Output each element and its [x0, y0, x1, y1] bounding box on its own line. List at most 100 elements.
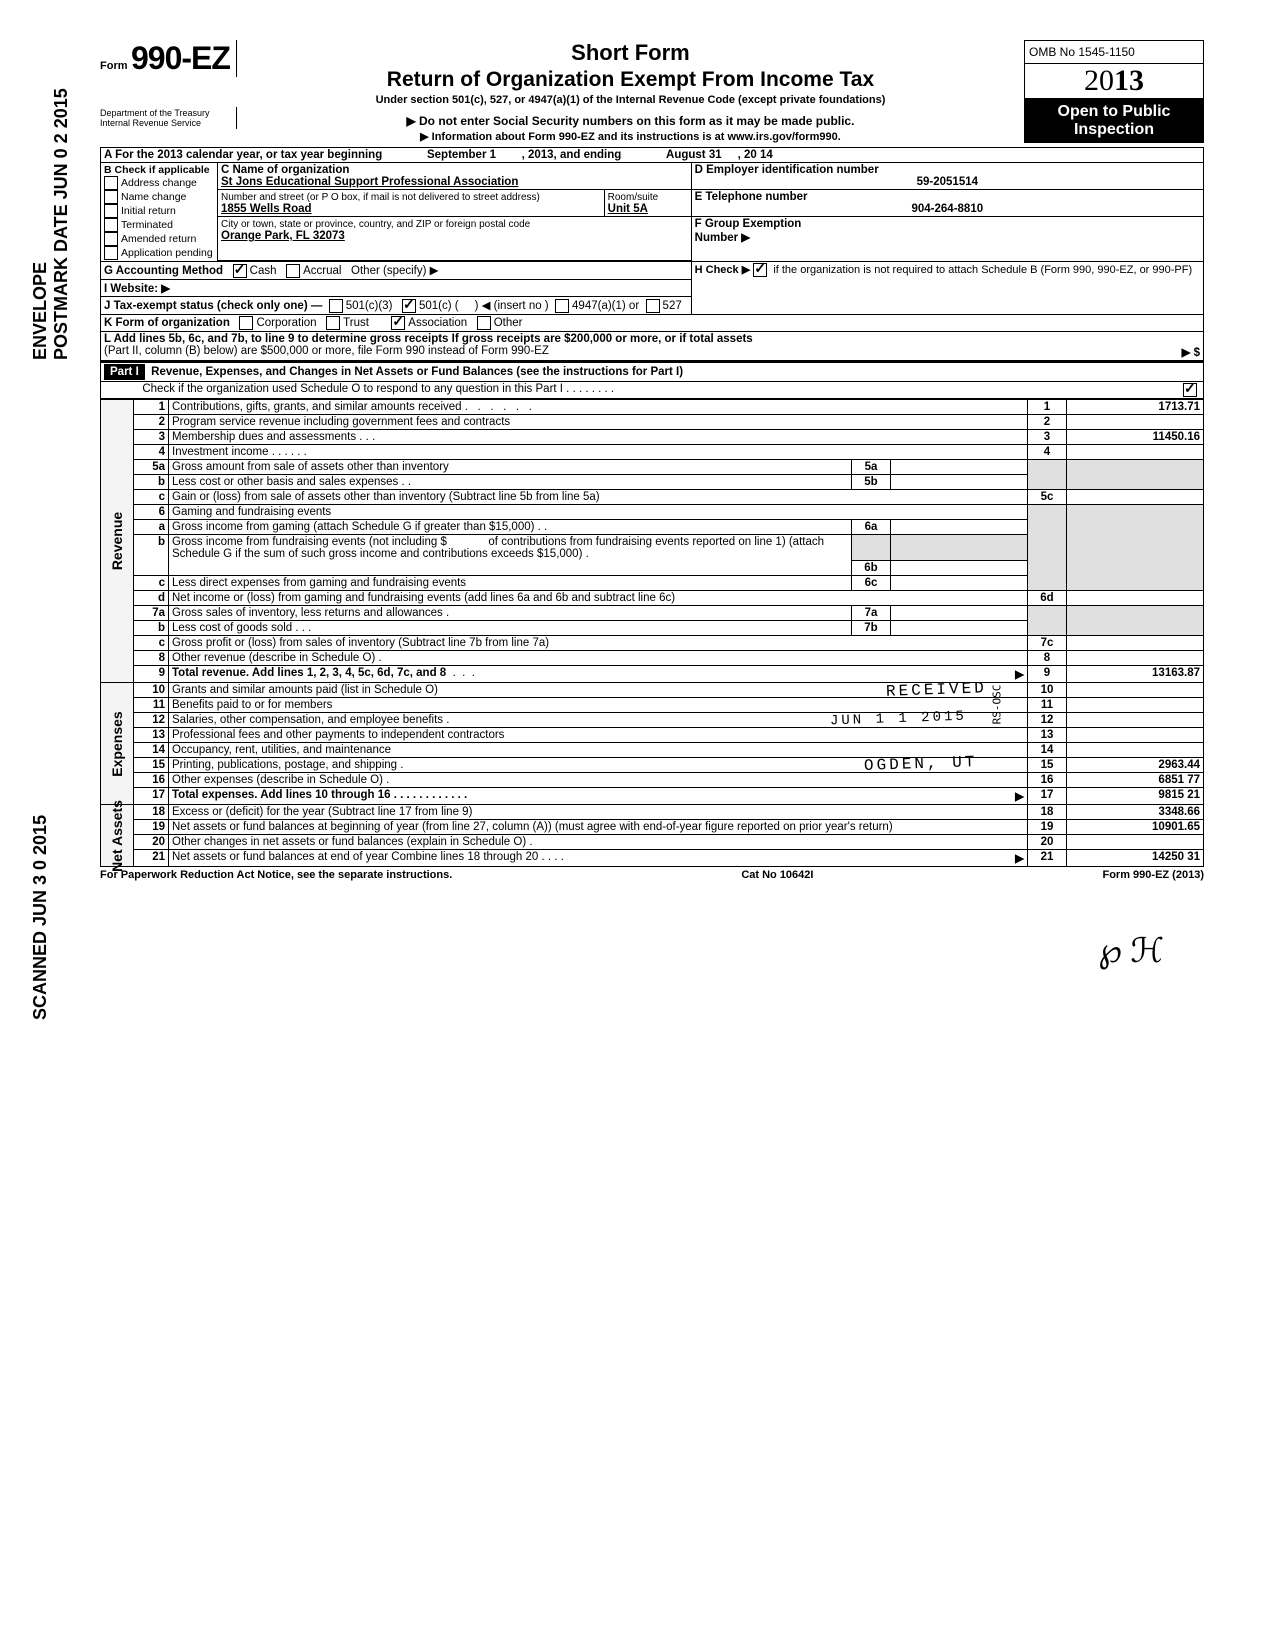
- chk-name-change[interactable]: [104, 190, 118, 204]
- chk-initial-return[interactable]: [104, 204, 118, 218]
- subtitle: Under section 501(c), 527, or 4947(a)(1)…: [245, 94, 1016, 106]
- line6c-text: Less direct expenses from gaming and fun…: [169, 576, 852, 591]
- line6b-box: 6b: [852, 561, 891, 576]
- b-item-1: Name change: [121, 191, 186, 203]
- h-rest: if the organization is not required to a…: [773, 264, 1192, 276]
- line11-num: 11: [134, 698, 169, 713]
- gray-7v: [1067, 606, 1204, 636]
- gray-7: [1028, 606, 1067, 636]
- chk-501c[interactable]: [402, 299, 416, 313]
- b-item-2: Initial return: [121, 205, 176, 217]
- chk-other-org[interactable]: [477, 316, 491, 330]
- i-label: I Website: ▶: [104, 283, 170, 295]
- line5b-val: [891, 474, 1028, 489]
- b-label: B Check if applicable: [104, 164, 210, 176]
- line15-boxnum: 15: [1028, 758, 1067, 773]
- room-cell: Room/suite Unit 5A: [604, 190, 691, 217]
- line18-value: 3348.66: [1067, 805, 1204, 820]
- line6b-num-cont: [134, 561, 169, 576]
- chk-corp[interactable]: [239, 316, 253, 330]
- line7c-boxnum: 7c: [1028, 636, 1067, 651]
- line1-num: 1: [134, 399, 169, 414]
- line6b-text-cont: [169, 561, 852, 576]
- line6d-num: d: [134, 591, 169, 606]
- title-column: Short Form Return of Organization Exempt…: [237, 40, 1024, 147]
- chk-527[interactable]: [646, 299, 660, 313]
- line2-boxnum: 2: [1028, 414, 1067, 429]
- line6-text: Gaming and fundraising events: [169, 504, 1028, 519]
- line9-boxnum: 9: [1028, 666, 1067, 683]
- year-outline: 20: [1084, 64, 1114, 97]
- k-trust: Trust: [343, 317, 369, 329]
- line7c-text: Gross profit or (loss) from sales of inv…: [169, 636, 1028, 651]
- b-item-3: Terminated: [121, 219, 173, 231]
- line6a-text: Gross income from gaming (attach Schedul…: [169, 519, 852, 534]
- chk-part1-schedo[interactable]: [1183, 383, 1197, 397]
- addr-label: Number and street (or P O box, if mail i…: [221, 192, 540, 203]
- line14-boxnum: 14: [1028, 743, 1067, 758]
- line17-value: 9815 21: [1067, 788, 1204, 805]
- line12-boxnum: 12: [1028, 713, 1067, 728]
- j-tax-status-cell: J Tax-exempt status (check only one) — 5…: [101, 296, 692, 314]
- line6c-box: 6c: [852, 576, 891, 591]
- j-527: 527: [663, 300, 682, 312]
- line6b-val: [891, 561, 1028, 576]
- line13-boxnum: 13: [1028, 728, 1067, 743]
- line2-num: 2: [134, 414, 169, 429]
- line8-text: Other revenue (describe in Schedule O) .: [169, 651, 1028, 666]
- h-label: H Check ▶: [695, 264, 751, 276]
- line6d-text: Net income or (loss) from gaming and fun…: [169, 591, 1028, 606]
- line4-text: Investment income . . . . . .: [169, 444, 1028, 459]
- line6a-box: 6a: [852, 519, 891, 534]
- chk-accrual[interactable]: [286, 264, 300, 278]
- line10-text: Grants and similar amounts paid (list in…: [169, 683, 1028, 698]
- ogden-stamp: OGDEN, UT: [863, 753, 977, 775]
- line9-value: 13163.87: [1067, 666, 1204, 683]
- line6b-text1: Gross income from fundraising events (no…: [169, 534, 852, 561]
- right-header-boxes: OMB No 1545-1150 2013 Open to Public Ins…: [1024, 40, 1204, 143]
- line21-boxnum: 21: [1028, 850, 1067, 867]
- line7b-val: [891, 621, 1028, 636]
- i-website-cell: I Website: ▶: [101, 279, 692, 296]
- l-line2: (Part II, column (B) below) are $500,000…: [104, 345, 549, 357]
- part1-label: Part I: [104, 364, 145, 380]
- k-corp: Corporation: [256, 317, 316, 329]
- line16-num: 16: [134, 773, 169, 788]
- part1-check-row: Check if the organization used Schedule …: [101, 381, 1204, 398]
- line13-num: 13: [134, 728, 169, 743]
- date-stamp: JUN 1 1 2015: [830, 709, 967, 730]
- k-assoc: Association: [408, 317, 467, 329]
- line7a-num: 7a: [134, 606, 169, 621]
- chk-address-change[interactable]: [104, 176, 118, 190]
- short-form-label: Short Form: [245, 40, 1016, 66]
- line21-value: 14250 31: [1067, 850, 1204, 867]
- chk-501c3[interactable]: [329, 299, 343, 313]
- postmark-text: POSTMARK DATE JUN 0 2 2015: [51, 88, 71, 360]
- line4-num: 4: [134, 444, 169, 459]
- line10-num: 10: [134, 683, 169, 698]
- chk-amended-return[interactable]: [104, 232, 118, 246]
- line5a-val: [891, 459, 1028, 474]
- chk-cash[interactable]: [233, 264, 247, 278]
- chk-4947[interactable]: [555, 299, 569, 313]
- chk-terminated[interactable]: [104, 218, 118, 232]
- g-cash: Cash: [250, 265, 277, 277]
- chk-h[interactable]: [753, 263, 767, 277]
- line20-boxnum: 20: [1028, 835, 1067, 850]
- line6b-num: b: [134, 534, 169, 561]
- line6d-value: [1067, 591, 1204, 606]
- j-a1: 4947(a)(1) or: [572, 300, 639, 312]
- chk-assoc[interactable]: [391, 316, 405, 330]
- line16-boxnum: 16: [1028, 773, 1067, 788]
- form-header: Form 990-EZ Department of the Treasury I…: [100, 40, 1204, 147]
- street-address: 1855 Wells Road: [221, 203, 312, 215]
- expenses-section-label: Expenses: [101, 683, 134, 805]
- line12-text: Salaries, other compensation, and employ…: [169, 713, 1028, 728]
- line2-text: Program service revenue including govern…: [169, 414, 1028, 429]
- g-accounting-cell: G Accounting Method Cash Accrual Other (…: [101, 262, 692, 280]
- chk-trust[interactable]: [326, 316, 340, 330]
- footer: For Paperwork Reduction Act Notice, see …: [100, 869, 1204, 881]
- chk-application-pending[interactable]: [104, 246, 118, 260]
- line7a-val: [891, 606, 1028, 621]
- line8-boxnum: 8: [1028, 651, 1067, 666]
